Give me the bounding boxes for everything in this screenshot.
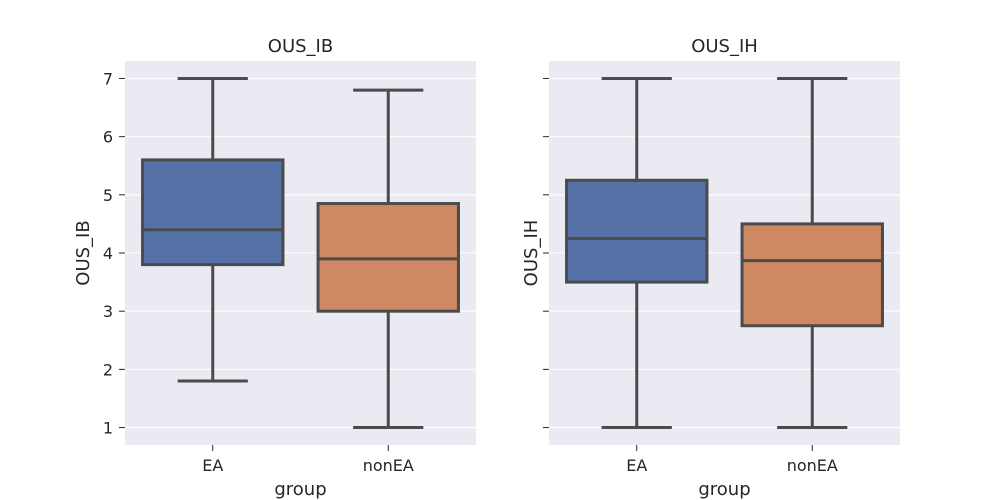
y-tick-label: 5 xyxy=(103,186,113,205)
interquartile-box xyxy=(740,222,884,328)
y-axis-ticks: 1 2 3 4 5 6 7 xyxy=(103,69,125,438)
y-tick-label: 4 xyxy=(103,244,113,263)
y-axis-label: OUS_IB xyxy=(73,220,94,285)
panel-ous-ih: EA nonEA OUS_IH group OUS_IH xyxy=(521,36,900,500)
panel-title: OUS_IB xyxy=(268,36,333,57)
y-tick-label: 1 xyxy=(103,419,113,438)
y-tick-label: 7 xyxy=(103,69,113,88)
panel-ous-ib: 1 2 3 4 5 6 7 EA nonEA OUS_IB group OUS_IB xyxy=(73,36,476,500)
x-tick-label: EA xyxy=(202,456,223,475)
box-plots xyxy=(141,76,460,430)
y-tick-label: 3 xyxy=(103,302,113,321)
box-plot-ea xyxy=(141,76,285,383)
y-tick-label: 2 xyxy=(103,360,113,379)
y-tick-label: 6 xyxy=(103,128,113,147)
x-tick-label: nonEA xyxy=(787,456,838,475)
interquartile-box xyxy=(141,158,285,267)
x-tick-label: EA xyxy=(626,456,647,475)
interquartile-box xyxy=(565,178,709,284)
box-plot-ea xyxy=(565,76,709,430)
x-axis-label: group xyxy=(274,479,326,500)
x-axis-label: group xyxy=(698,479,750,500)
box-plots xyxy=(565,76,884,430)
panel-title: OUS_IH xyxy=(691,36,758,57)
y-axis-label: OUS_IH xyxy=(521,220,542,287)
y-axis-ticks xyxy=(543,77,549,429)
box-plot-nonea xyxy=(740,76,884,430)
x-tick-label: nonEA xyxy=(363,456,414,475)
box-plot-nonea xyxy=(316,88,460,430)
x-axis-ticks: EA nonEA xyxy=(202,445,414,475)
x-axis-ticks: EA nonEA xyxy=(626,445,838,475)
